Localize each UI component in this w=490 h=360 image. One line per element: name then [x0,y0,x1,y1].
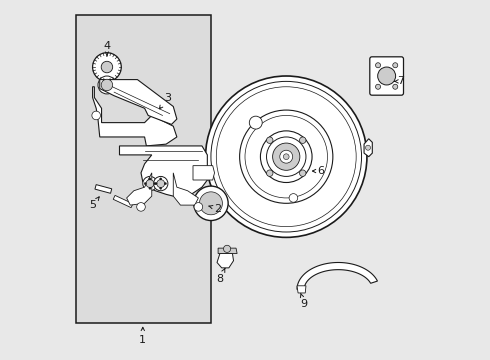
Text: 4: 4 [103,41,111,56]
Circle shape [157,180,165,188]
Polygon shape [193,166,215,180]
Polygon shape [100,80,177,125]
Circle shape [240,110,333,203]
Circle shape [146,180,154,188]
Text: 9: 9 [300,293,308,309]
Circle shape [375,63,381,68]
Bar [76,15,211,323]
Circle shape [153,183,156,185]
Text: 3: 3 [159,93,171,109]
Circle shape [153,176,168,191]
Polygon shape [95,185,112,193]
Circle shape [283,154,289,159]
Circle shape [164,183,167,185]
Circle shape [393,84,398,89]
Circle shape [267,137,306,176]
Circle shape [267,137,273,143]
Circle shape [143,176,157,191]
Circle shape [101,61,113,73]
Circle shape [98,76,116,94]
Polygon shape [113,195,133,208]
Circle shape [280,150,293,163]
FancyBboxPatch shape [370,57,403,95]
Polygon shape [218,248,237,253]
Circle shape [272,143,300,170]
Circle shape [149,187,151,189]
Circle shape [366,145,370,150]
Circle shape [267,170,273,176]
Polygon shape [297,262,377,289]
Text: 8: 8 [216,268,225,284]
Circle shape [378,67,395,85]
Circle shape [92,111,100,120]
Text: 7: 7 [394,76,405,86]
Text: 6: 6 [313,166,324,176]
Circle shape [223,245,231,252]
Polygon shape [217,253,234,268]
Circle shape [93,53,122,81]
Circle shape [260,131,312,183]
Circle shape [149,178,151,180]
Circle shape [160,187,162,189]
Polygon shape [297,286,306,293]
Circle shape [199,192,222,215]
Circle shape [101,79,113,91]
Polygon shape [173,173,198,205]
Text: 1: 1 [139,327,147,345]
Circle shape [299,137,306,143]
Polygon shape [126,173,152,205]
Circle shape [249,116,262,129]
Text: 5: 5 [89,197,99,210]
Circle shape [375,84,381,89]
Circle shape [144,183,147,185]
Circle shape [194,186,228,221]
Polygon shape [120,146,207,196]
Circle shape [289,194,298,202]
Polygon shape [364,139,372,157]
Text: 2: 2 [209,204,221,214]
Circle shape [205,76,367,237]
Circle shape [393,63,398,68]
Circle shape [299,170,306,176]
Circle shape [137,203,146,211]
Circle shape [194,203,203,211]
Circle shape [155,183,157,185]
Circle shape [160,178,162,180]
Polygon shape [93,87,177,146]
